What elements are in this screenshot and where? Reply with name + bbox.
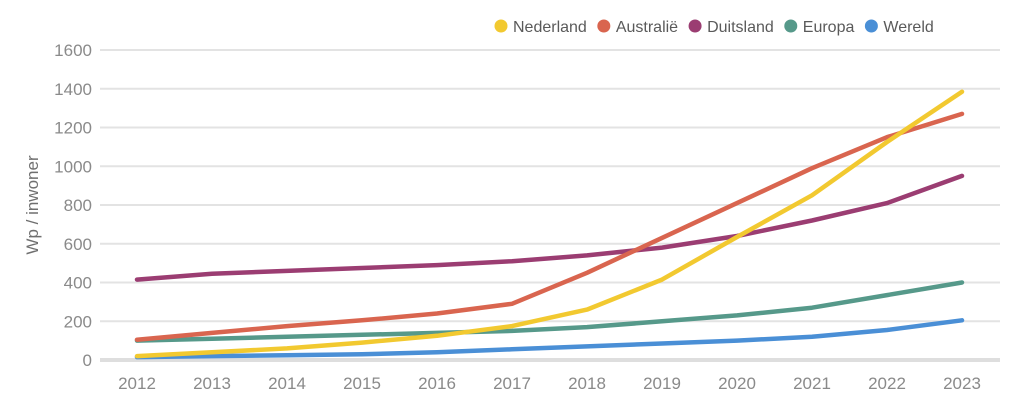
series-line-wereld	[134, 318, 965, 360]
series-line-europa	[134, 280, 965, 343]
x-tick-label: 2018	[568, 374, 606, 393]
legend-item-europa: Europa	[784, 19, 854, 36]
series-lines	[134, 89, 965, 360]
legend-item-wereld: Wereld	[864, 19, 934, 36]
legend: Nederland Australië Duitsland Europa Wereld	[494, 19, 934, 36]
legend-item-australi: Australië	[597, 19, 678, 36]
legend-label: Australië	[616, 19, 678, 36]
y-axis-ticks: 0 200 400 600 800 1000 1200 1400 1600	[54, 41, 92, 370]
legend-swatch	[494, 19, 508, 33]
legend-swatch	[864, 19, 878, 33]
legend-label: Duitsland	[707, 19, 774, 36]
x-tick-label: 2017	[493, 374, 531, 393]
legend-label: Europa	[803, 19, 855, 36]
y-tick-label: 400	[64, 274, 92, 293]
y-tick-label: 0	[83, 351, 92, 370]
legend-swatch	[597, 19, 611, 33]
series-line-nederland	[134, 89, 965, 359]
legend-item-duitsland: Duitsland	[688, 19, 774, 36]
legend-swatch	[784, 19, 798, 33]
y-tick-label: 200	[64, 312, 92, 331]
series-line-duitsland	[134, 173, 965, 282]
x-tick-label: 2012	[118, 374, 156, 393]
legend-item-nederland: Nederland	[494, 19, 587, 36]
x-tick-label: 2015	[343, 374, 381, 393]
y-tick-label: 1600	[54, 41, 92, 60]
x-tick-label: 2016	[418, 374, 456, 393]
y-tick-label: 1000	[54, 157, 92, 176]
legend-swatch	[688, 19, 702, 33]
x-tick-label: 2023	[943, 374, 981, 393]
legend-label: Wereld	[883, 19, 933, 36]
y-tick-label: 600	[64, 235, 92, 254]
x-tick-label: 2013	[193, 374, 231, 393]
y-tick-label: 1400	[54, 80, 92, 99]
x-tick-label: 2022	[868, 374, 906, 393]
legend-label: Nederland	[513, 19, 587, 36]
x-tick-label: 2021	[793, 374, 831, 393]
series-line-australi	[134, 111, 965, 342]
y-tick-label: 1200	[54, 119, 92, 138]
y-tick-label: 800	[64, 196, 92, 215]
x-tick-label: 2019	[643, 374, 681, 393]
y-axis-title: Wp / inwoner	[23, 155, 42, 255]
x-tick-label: 2014	[268, 374, 306, 393]
x-tick-label: 2020	[718, 374, 756, 393]
gridlines	[100, 49, 1000, 362]
x-axis-ticks: 2012 2013 2014 2015 2016 2017 2018 2019 2020 2021…	[118, 374, 981, 393]
